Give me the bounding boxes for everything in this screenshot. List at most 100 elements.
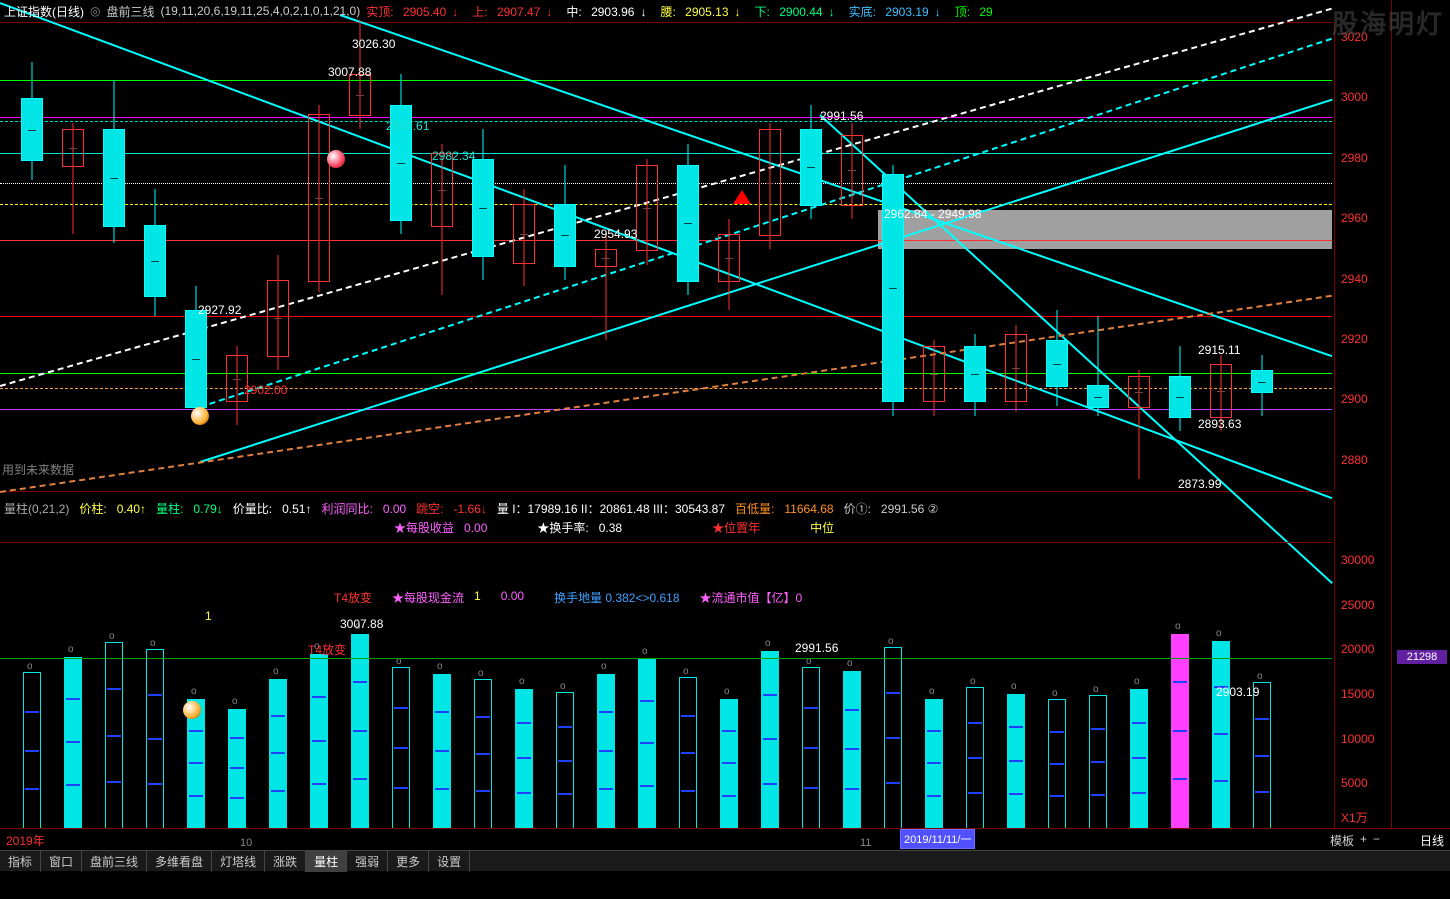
tab-量柱[interactable]: 量柱 bbox=[306, 851, 347, 872]
volume-tick: 20000 bbox=[1341, 642, 1374, 656]
template-button[interactable]: − bbox=[1373, 832, 1380, 849]
candle[interactable] bbox=[551, 23, 579, 491]
candle[interactable] bbox=[510, 23, 538, 491]
volume-tick: 10000 bbox=[1341, 732, 1374, 746]
volume-bar[interactable] bbox=[267, 679, 289, 829]
volume-bar[interactable] bbox=[677, 679, 699, 829]
volume-bar[interactable] bbox=[1046, 701, 1068, 829]
volume-bar[interactable] bbox=[1210, 641, 1232, 829]
volume-tick: 30000 bbox=[1341, 553, 1374, 567]
volume-label: 2991.56 bbox=[795, 641, 838, 655]
month-tick: 11 bbox=[860, 837, 871, 849]
volume-bar[interactable] bbox=[103, 644, 125, 829]
price-tick: 2940 bbox=[1341, 272, 1368, 286]
volume-bar[interactable] bbox=[226, 709, 248, 829]
candle[interactable] bbox=[633, 23, 661, 491]
candle[interactable] bbox=[920, 23, 948, 491]
volume-bar[interactable] bbox=[841, 671, 863, 829]
template-button[interactable]: 模板 bbox=[1330, 832, 1354, 849]
volume-bar[interactable] bbox=[595, 674, 617, 829]
volume-bar[interactable] bbox=[1251, 684, 1273, 829]
volume-bar[interactable] bbox=[349, 634, 371, 829]
volume-bar[interactable] bbox=[513, 689, 535, 829]
indicator-params: (19,11,20,6,19,11,25,4,0,2,1,0,1,21,0) bbox=[161, 4, 361, 18]
volume-bar[interactable] bbox=[800, 669, 822, 829]
tab-设置[interactable]: 设置 bbox=[429, 851, 470, 872]
volume-bar[interactable] bbox=[1128, 689, 1150, 829]
volume-bar[interactable] bbox=[1005, 694, 1027, 829]
candle[interactable] bbox=[715, 23, 743, 491]
volume-bar[interactable] bbox=[1169, 634, 1191, 829]
time-axis[interactable]: 2019年10112019/11/11/一模板+−日线 bbox=[0, 828, 1450, 851]
price-tick: 2960 bbox=[1341, 211, 1368, 225]
volume-chart[interactable]: T4放变★每股现金流10.00换手地量 0.382<>0.618★流通市值【亿】… bbox=[0, 542, 1332, 829]
volume-bar[interactable] bbox=[1087, 697, 1109, 829]
candle[interactable] bbox=[879, 23, 907, 491]
candle[interactable] bbox=[1166, 23, 1194, 491]
candle[interactable] bbox=[18, 23, 46, 491]
candle[interactable] bbox=[1207, 23, 1235, 491]
price-tick: 2900 bbox=[1341, 392, 1368, 406]
tab-灯塔线[interactable]: 灯塔线 bbox=[212, 851, 265, 872]
candle[interactable] bbox=[961, 23, 989, 491]
volume-bar[interactable] bbox=[923, 699, 945, 829]
volume-bar[interactable] bbox=[308, 654, 330, 829]
signal-ball-icon bbox=[327, 150, 345, 168]
candle[interactable] bbox=[59, 23, 87, 491]
price-tick: 2980 bbox=[1341, 151, 1368, 165]
candle[interactable] bbox=[838, 23, 866, 491]
volume-bar[interactable] bbox=[390, 669, 412, 829]
volume-bar[interactable] bbox=[759, 651, 781, 829]
volume-tick: 5000 bbox=[1341, 776, 1368, 790]
tab-窗口[interactable]: 窗口 bbox=[41, 851, 82, 872]
candle[interactable] bbox=[756, 23, 784, 491]
volume-bar[interactable] bbox=[431, 674, 453, 829]
volume-bar[interactable] bbox=[718, 699, 740, 829]
period-label[interactable]: 日线 bbox=[1420, 832, 1444, 849]
tab-涨跌[interactable]: 涨跌 bbox=[265, 851, 306, 872]
candle[interactable] bbox=[264, 23, 292, 491]
tab-强弱[interactable]: 强弱 bbox=[347, 851, 388, 872]
candle[interactable] bbox=[141, 23, 169, 491]
template-button[interactable]: + bbox=[1360, 832, 1367, 849]
candle[interactable] bbox=[346, 23, 374, 491]
volume-bar[interactable] bbox=[636, 659, 658, 829]
candle[interactable] bbox=[797, 23, 825, 491]
signal-ball-icon bbox=[191, 407, 209, 425]
tab-盘前三线[interactable]: 盘前三线 bbox=[82, 851, 147, 872]
volume-bar[interactable] bbox=[554, 694, 576, 829]
volume-label: 3007.88 bbox=[340, 617, 383, 631]
candle[interactable] bbox=[428, 23, 456, 491]
year-label: 2019年 bbox=[6, 832, 45, 849]
volume-bar[interactable] bbox=[472, 681, 494, 829]
candle[interactable] bbox=[592, 23, 620, 491]
candle[interactable] bbox=[100, 23, 128, 491]
buy-signal-icon bbox=[733, 190, 751, 204]
candle[interactable] bbox=[223, 23, 251, 491]
month-tick: 10 bbox=[240, 837, 252, 849]
indicator-tabs[interactable]: 指标窗口盘前三线多维看盘灯塔线涨跌量柱强弱更多设置 bbox=[0, 850, 1450, 871]
tab-更多[interactable]: 更多 bbox=[388, 851, 429, 872]
candle[interactable] bbox=[305, 23, 333, 491]
candle[interactable] bbox=[1125, 23, 1153, 491]
volume-bar[interactable] bbox=[882, 649, 904, 829]
volume-bar[interactable] bbox=[964, 689, 986, 829]
volume-bar[interactable] bbox=[62, 657, 84, 829]
volume-bar[interactable] bbox=[144, 651, 166, 829]
candle[interactable] bbox=[1084, 23, 1112, 491]
right-scroll-area bbox=[1391, 0, 1450, 828]
candle[interactable] bbox=[1248, 23, 1276, 491]
volume-bar[interactable] bbox=[21, 674, 43, 829]
indicator-name: 盘前三线 bbox=[106, 3, 154, 20]
tab-指标[interactable]: 指标 bbox=[0, 851, 41, 872]
chart-title: 上证指数(日线) bbox=[4, 3, 84, 20]
candle[interactable] bbox=[387, 23, 415, 491]
candle[interactable] bbox=[674, 23, 702, 491]
candle[interactable] bbox=[469, 23, 497, 491]
signal-ball-icon bbox=[183, 701, 201, 719]
price-tick: 3000 bbox=[1341, 90, 1368, 104]
candlestick-chart[interactable]: 3026.303007.882992.612982.342991.562954.… bbox=[0, 22, 1332, 492]
candle[interactable] bbox=[1002, 23, 1030, 491]
candle[interactable] bbox=[1043, 23, 1071, 491]
tab-多维看盘[interactable]: 多维看盘 bbox=[147, 851, 212, 872]
